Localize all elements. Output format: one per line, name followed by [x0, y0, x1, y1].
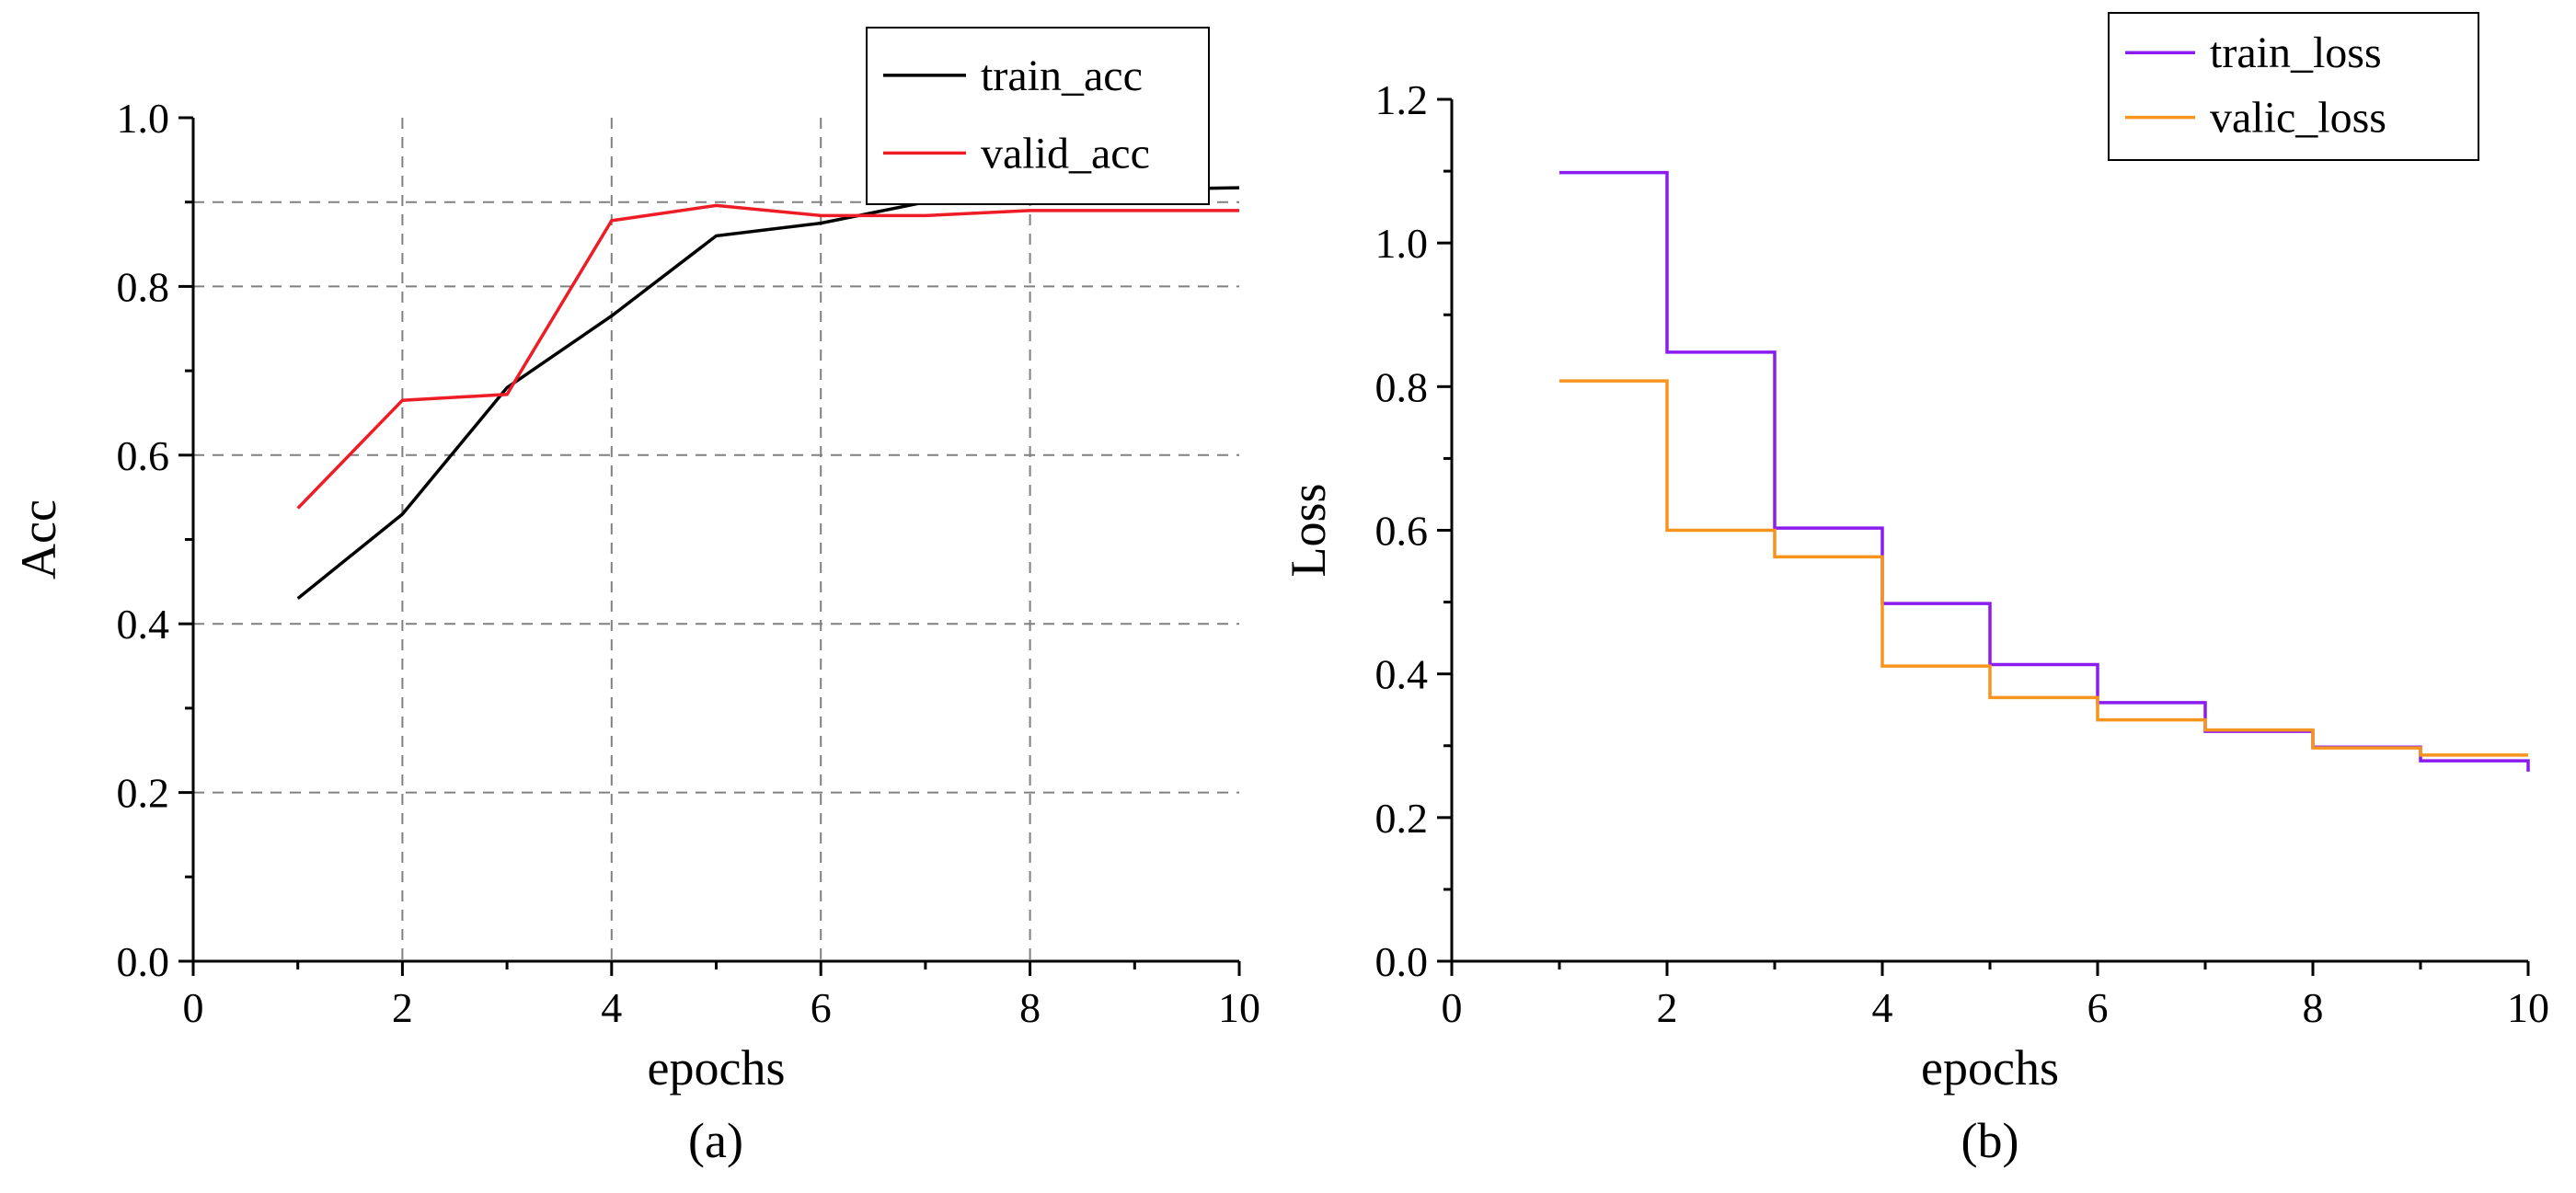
x-axis-label: epochs [1921, 1040, 2059, 1095]
x-tick-label: 2 [1657, 984, 1678, 1031]
panel-label: (a) [688, 1113, 743, 1168]
y-tick-label: 1.0 [117, 95, 170, 142]
legend-label: train_acc [981, 52, 1143, 100]
series-line-train_acc [296, 186, 1240, 601]
x-tick-label: 0 [183, 984, 204, 1031]
chart-accuracy: 0 2 4 6 8 10 0.0 0.2 0.4 0.6 0.8 1.0 epochs Acc (a) tra… [11, 27, 1260, 1168]
legend-label: train_loss [2210, 29, 2382, 77]
x-tick-label: 6 [811, 984, 832, 1031]
x-tick-label: 2 [392, 984, 413, 1031]
y-tick-label: 0.6 [1375, 508, 1429, 555]
x-tick-label: 8 [1019, 984, 1041, 1031]
x-axis-label: epochs [648, 1040, 786, 1095]
series-line-valid_acc [296, 203, 1239, 510]
x-tick-label: 4 [601, 984, 622, 1031]
x-tick-label: 8 [2303, 984, 2324, 1031]
legend-box [2108, 12, 2479, 161]
y-tick-label: 0.4 [1375, 651, 1429, 698]
y-tick-label: 0.8 [117, 263, 170, 310]
x-tick-label: 10 [2507, 984, 2549, 1031]
y-tick-label: 0.4 [117, 601, 170, 648]
chart-loss: 0 2 4 6 8 10 0.0 0.2 0.4 0.6 0.8 1.0 1.2 epochs Loss (b… [1281, 12, 2549, 1168]
legend-box [866, 27, 1210, 205]
y-tick-label: 0.2 [1375, 795, 1429, 842]
x-tick-label: 6 [2087, 984, 2109, 1031]
x-tick-label: 0 [1442, 984, 1463, 1031]
legend-label: valic_loss [2210, 94, 2386, 143]
y-tick-label: 1.0 [1375, 220, 1429, 267]
y-tick-label: 0.0 [117, 938, 170, 985]
series-line-valic_loss [1559, 379, 2528, 757]
legend-label: valid_acc [981, 129, 1150, 178]
y-tick-label: 1.2 [1375, 76, 1429, 123]
y-tick-label: 0.2 [117, 770, 170, 817]
y-axis-label: Loss [1281, 483, 1336, 577]
y-axis-label: Acc [11, 499, 66, 579]
x-tick-label: 10 [1218, 984, 1260, 1031]
series-line-train_loss [1559, 170, 2530, 772]
y-tick-label: 0.0 [1375, 938, 1429, 985]
y-tick-label: 0.6 [117, 432, 170, 479]
y-tick-label: 0.8 [1375, 363, 1429, 410]
panel-label: (b) [1961, 1113, 2019, 1168]
x-tick-label: 4 [1872, 984, 1893, 1031]
